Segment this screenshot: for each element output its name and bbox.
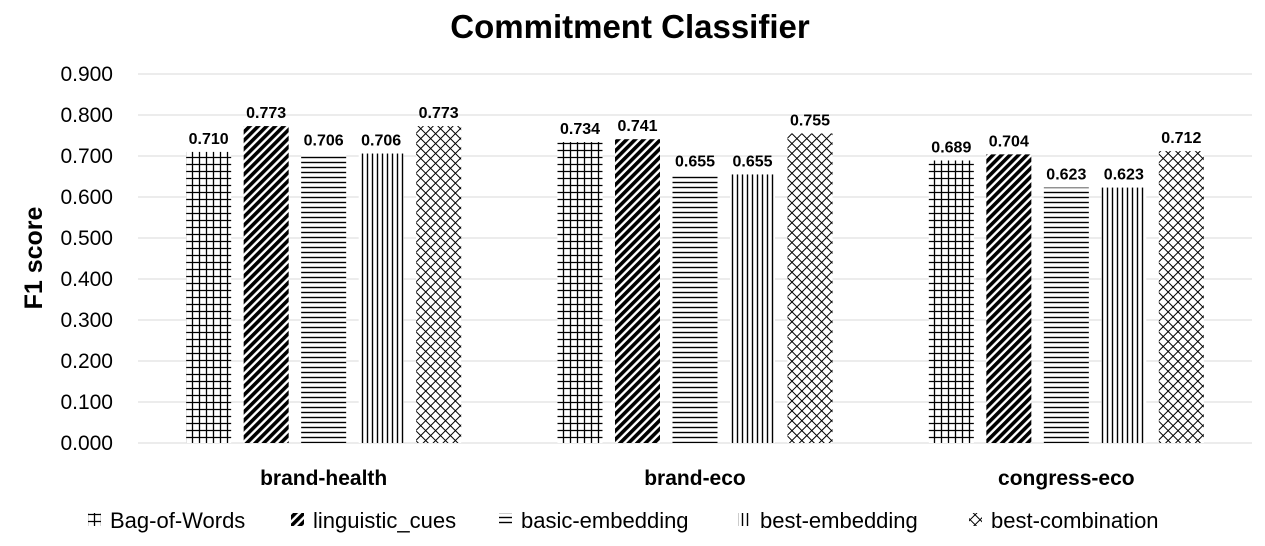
y-tick-label: 0.400	[60, 268, 113, 291]
data-label: 0.773	[419, 105, 459, 122]
legend-swatch-crosshatch	[969, 513, 982, 526]
data-label: 0.623	[1046, 167, 1086, 184]
bar-vertical	[1101, 187, 1147, 443]
bar-crosshatch	[416, 126, 462, 443]
data-label: 0.655	[675, 153, 715, 170]
bar-vertical	[730, 174, 775, 443]
legend-label: best-combination	[991, 508, 1159, 533]
data-label: 0.710	[189, 131, 229, 148]
data-label: 0.741	[617, 118, 657, 135]
x-tick-label: brand-health	[260, 467, 387, 490]
data-label: 0.755	[790, 112, 830, 129]
data-label: 0.655	[732, 153, 772, 170]
x-tick-label: congress-eco	[998, 467, 1135, 490]
bar-crosshatch	[1158, 151, 1204, 443]
bar-grid	[928, 160, 974, 443]
bars	[186, 126, 1204, 444]
legend-swatch-horizontal	[499, 513, 512, 526]
bar-vertical	[358, 153, 404, 444]
legend: Bag-of-Words linguistic_cues basic-embeddi…	[88, 508, 1159, 533]
bar-diagonal	[243, 126, 289, 443]
data-labels: 0.710 0.773 0.706 0.706 0.773 0.734 0.741 0.655…	[189, 105, 1202, 184]
bar-grid	[186, 151, 232, 443]
data-label: 0.704	[989, 133, 1029, 150]
bar-grid	[557, 142, 603, 443]
data-label: 0.706	[361, 133, 401, 150]
y-tick-label: 0.100	[60, 391, 113, 414]
y-tick-label: 0.800	[60, 104, 113, 127]
y-tick-label: 0.000	[60, 432, 113, 455]
y-tick-label: 0.600	[60, 186, 113, 209]
legend-swatch-diagonal	[291, 513, 304, 526]
bar-horizontal	[672, 174, 718, 443]
bar-crosshatch	[787, 133, 833, 443]
data-label: 0.689	[931, 140, 971, 157]
y-tick-label: 0.500	[60, 227, 113, 250]
data-label: 0.623	[1104, 167, 1144, 184]
legend-label: linguistic_cues	[313, 508, 456, 533]
legend-label: best-embedding	[760, 508, 918, 533]
bar-diagonal	[615, 139, 660, 443]
y-axis-label: F1 score	[20, 206, 48, 309]
x-axis-ticks: brand-health brand-eco congress-eco	[260, 467, 1135, 490]
bar-horizontal	[1043, 187, 1089, 443]
data-label: 0.706	[304, 133, 344, 150]
data-label: 0.712	[1161, 130, 1201, 147]
y-tick-label: 0.200	[60, 350, 113, 373]
chart-title: Commitment Classifier	[450, 8, 810, 45]
legend-swatch-vertical	[738, 513, 751, 526]
bar-diagonal	[986, 154, 1032, 444]
y-tick-label: 0.300	[60, 309, 113, 332]
y-tick-label: 0.700	[60, 145, 113, 168]
data-label: 0.773	[246, 105, 286, 122]
legend-swatch-grid	[88, 513, 101, 526]
bar-horizontal	[301, 153, 347, 444]
y-axis-ticks: 0.000 0.100 0.200 0.300 0.400 0.500 0.600 0.700…	[60, 63, 113, 455]
x-tick-label: brand-eco	[644, 467, 746, 490]
data-label: 0.734	[560, 121, 600, 138]
legend-label: basic-embedding	[521, 508, 689, 533]
legend-label: Bag-of-Words	[110, 508, 245, 533]
y-tick-label: 0.900	[60, 63, 113, 86]
